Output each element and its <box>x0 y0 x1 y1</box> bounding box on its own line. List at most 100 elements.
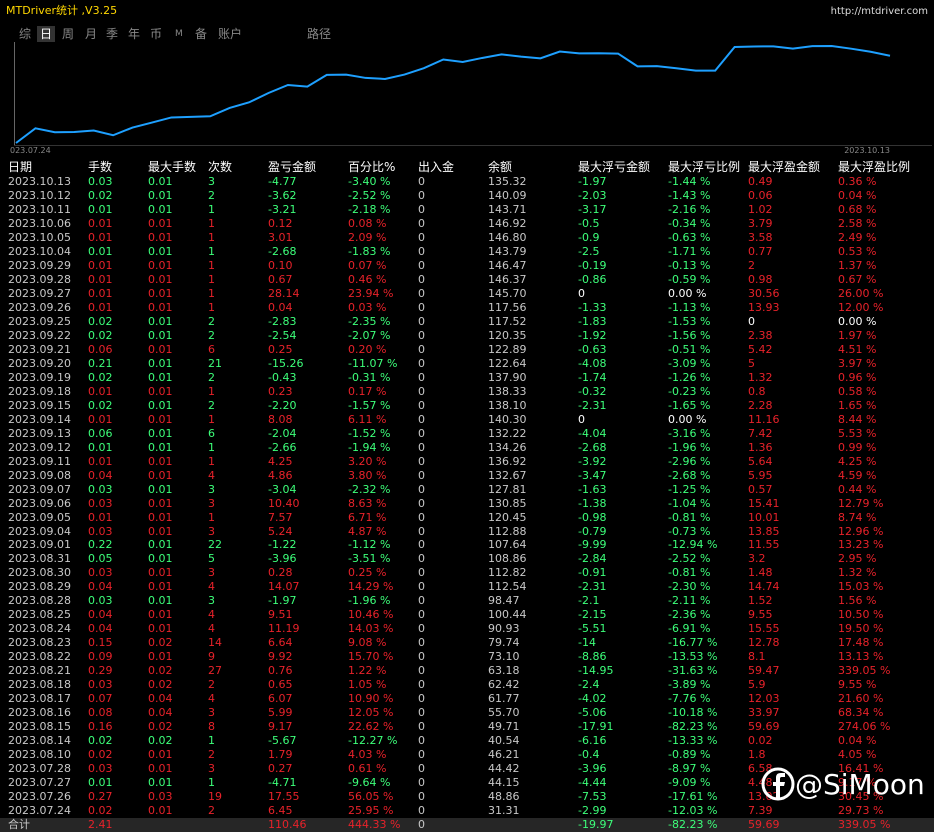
table-cell: 138.10 <box>488 398 527 412</box>
table-cell: 0.01 <box>88 258 113 272</box>
url[interactable]: http://mtdriver.com <box>830 6 928 17</box>
table-cell: 2023.08.21 <box>8 664 71 678</box>
table-cell: 2023.08.25 <box>8 608 71 622</box>
tab[interactable]: 周 <box>62 27 75 41</box>
table-cell: 0.01 <box>88 244 113 258</box>
table-cell: 274.06 % <box>838 720 891 734</box>
table-cell: 0.02 <box>88 804 113 818</box>
table-cell: 0.04 <box>88 468 113 482</box>
watermark: @SiMoon <box>795 768 925 801</box>
table-cell: 112.54 <box>488 580 527 594</box>
table-cell: -0.34 % <box>668 216 711 230</box>
table-cell: 0.25 <box>268 342 293 356</box>
table-cell: 122.64 <box>488 356 527 370</box>
table-cell: 0.01 <box>148 426 173 440</box>
table-cell: 2023.09.25 <box>8 314 71 328</box>
table-cell: 107.64 <box>488 538 527 552</box>
table-cell: 0.36 % <box>838 175 877 188</box>
table-cell: 2023.09.20 <box>8 356 71 370</box>
table-cell: 0.08 % <box>348 216 387 230</box>
column-header: 余额 <box>488 160 513 174</box>
table-cell: 120.45 <box>488 510 527 524</box>
table-cell: -1.26 % <box>668 370 711 384</box>
table-cell: 7.57 <box>268 510 293 524</box>
tab[interactable]: 路径 <box>307 27 332 41</box>
table-cell: 0.01 <box>88 230 113 244</box>
table-cell: 49.71 <box>488 720 520 734</box>
tab[interactable]: M <box>175 29 183 39</box>
table-cell: 0.58 % <box>838 384 877 398</box>
table-cell: 0.01 <box>148 202 173 216</box>
table-cell: 0.00 % <box>668 412 707 426</box>
total-cell: -19.97 <box>578 818 614 831</box>
table-cell: 30.56 <box>748 286 780 300</box>
tab[interactable]: 季 <box>106 27 119 41</box>
table-cell: 2 <box>208 748 215 762</box>
table-cell: -1.74 <box>578 370 607 384</box>
table-cell: 4.87 % <box>348 524 387 538</box>
total-cell: 0 <box>418 818 425 831</box>
table-cell: 0.01 <box>148 748 173 762</box>
table-cell: -1.96 % <box>348 594 391 608</box>
table-cell: 9.51 <box>268 608 293 622</box>
table-cell: 1 <box>208 244 215 258</box>
table-cell: 62.42 <box>488 678 520 692</box>
table-cell: -1.38 <box>578 496 607 510</box>
tab[interactable]: 币 <box>150 27 163 41</box>
table-cell: 0 <box>418 272 425 286</box>
table-cell: 1 <box>208 412 215 426</box>
table-cell: 112.82 <box>488 566 527 580</box>
tab[interactable]: 年 <box>128 27 141 41</box>
table-cell: 1.65 % <box>838 398 877 412</box>
table-cell: 0 <box>418 538 425 552</box>
table-cell: -1.83 % <box>348 244 391 258</box>
table-cell: 0.01 <box>88 510 113 524</box>
table-cell: -1.71 % <box>668 244 711 258</box>
table-cell: 3.01 <box>268 230 293 244</box>
table-cell: 21 <box>208 356 222 370</box>
table-cell: -2.68 <box>578 440 607 454</box>
tab[interactable]: 日 <box>37 26 56 42</box>
tab[interactable]: 月 <box>85 27 98 41</box>
tab[interactable]: 综 <box>19 27 32 41</box>
table-cell: 2023.09.28 <box>8 272 71 286</box>
table-cell: -2.32 % <box>348 482 391 496</box>
table-cell: 2023.10.12 <box>8 188 71 202</box>
table-cell: -4.04 <box>578 426 607 440</box>
table-cell: 15.70 % <box>348 650 394 664</box>
tab[interactable]: 备 <box>195 27 208 41</box>
table-cell: 2023.09.19 <box>8 370 71 384</box>
table-cell: 6.11 % <box>348 412 387 426</box>
table-cell: -2.68 <box>268 244 297 258</box>
table-cell: 0.57 <box>748 482 773 496</box>
table-cell: 0.27 <box>88 790 113 804</box>
table-cell: 6 <box>208 342 215 356</box>
table-cell: 73.10 <box>488 650 520 664</box>
table-cell: 0 <box>418 384 425 398</box>
table-cell: 30.45 % <box>838 790 884 804</box>
tab[interactable]: 账户 <box>218 27 243 41</box>
table-cell: 2023.09.22 <box>8 328 71 342</box>
table-cell: 143.71 <box>488 202 527 216</box>
table-cell: -1.13 % <box>668 300 711 314</box>
table-cell: 0.08 <box>88 706 113 720</box>
table-cell: 0.01 <box>148 398 173 412</box>
table-cell: 0.02 <box>88 188 113 202</box>
table-cell: 140.09 <box>488 188 527 202</box>
table-cell: 0.04 <box>88 608 113 622</box>
total-cell: -82.23 % <box>668 818 718 831</box>
table-cell: 14 <box>208 636 222 650</box>
table-cell: -1.56 % <box>668 328 711 342</box>
table-cell: -1.97 <box>268 594 297 608</box>
table-cell: 12.05 % <box>348 706 394 720</box>
table-cell: 0.01 <box>148 650 173 664</box>
table-cell: 0.01 <box>148 524 173 538</box>
table-cell: 2023.09.08 <box>8 468 71 482</box>
table-cell: 0.01 <box>148 412 173 426</box>
table-cell: -3.16 % <box>668 426 711 440</box>
table-cell: 0 <box>418 790 425 804</box>
table-cell: 3 <box>208 496 215 510</box>
table-cell: 143.79 <box>488 244 527 258</box>
table-cell: 98.47 <box>488 594 520 608</box>
